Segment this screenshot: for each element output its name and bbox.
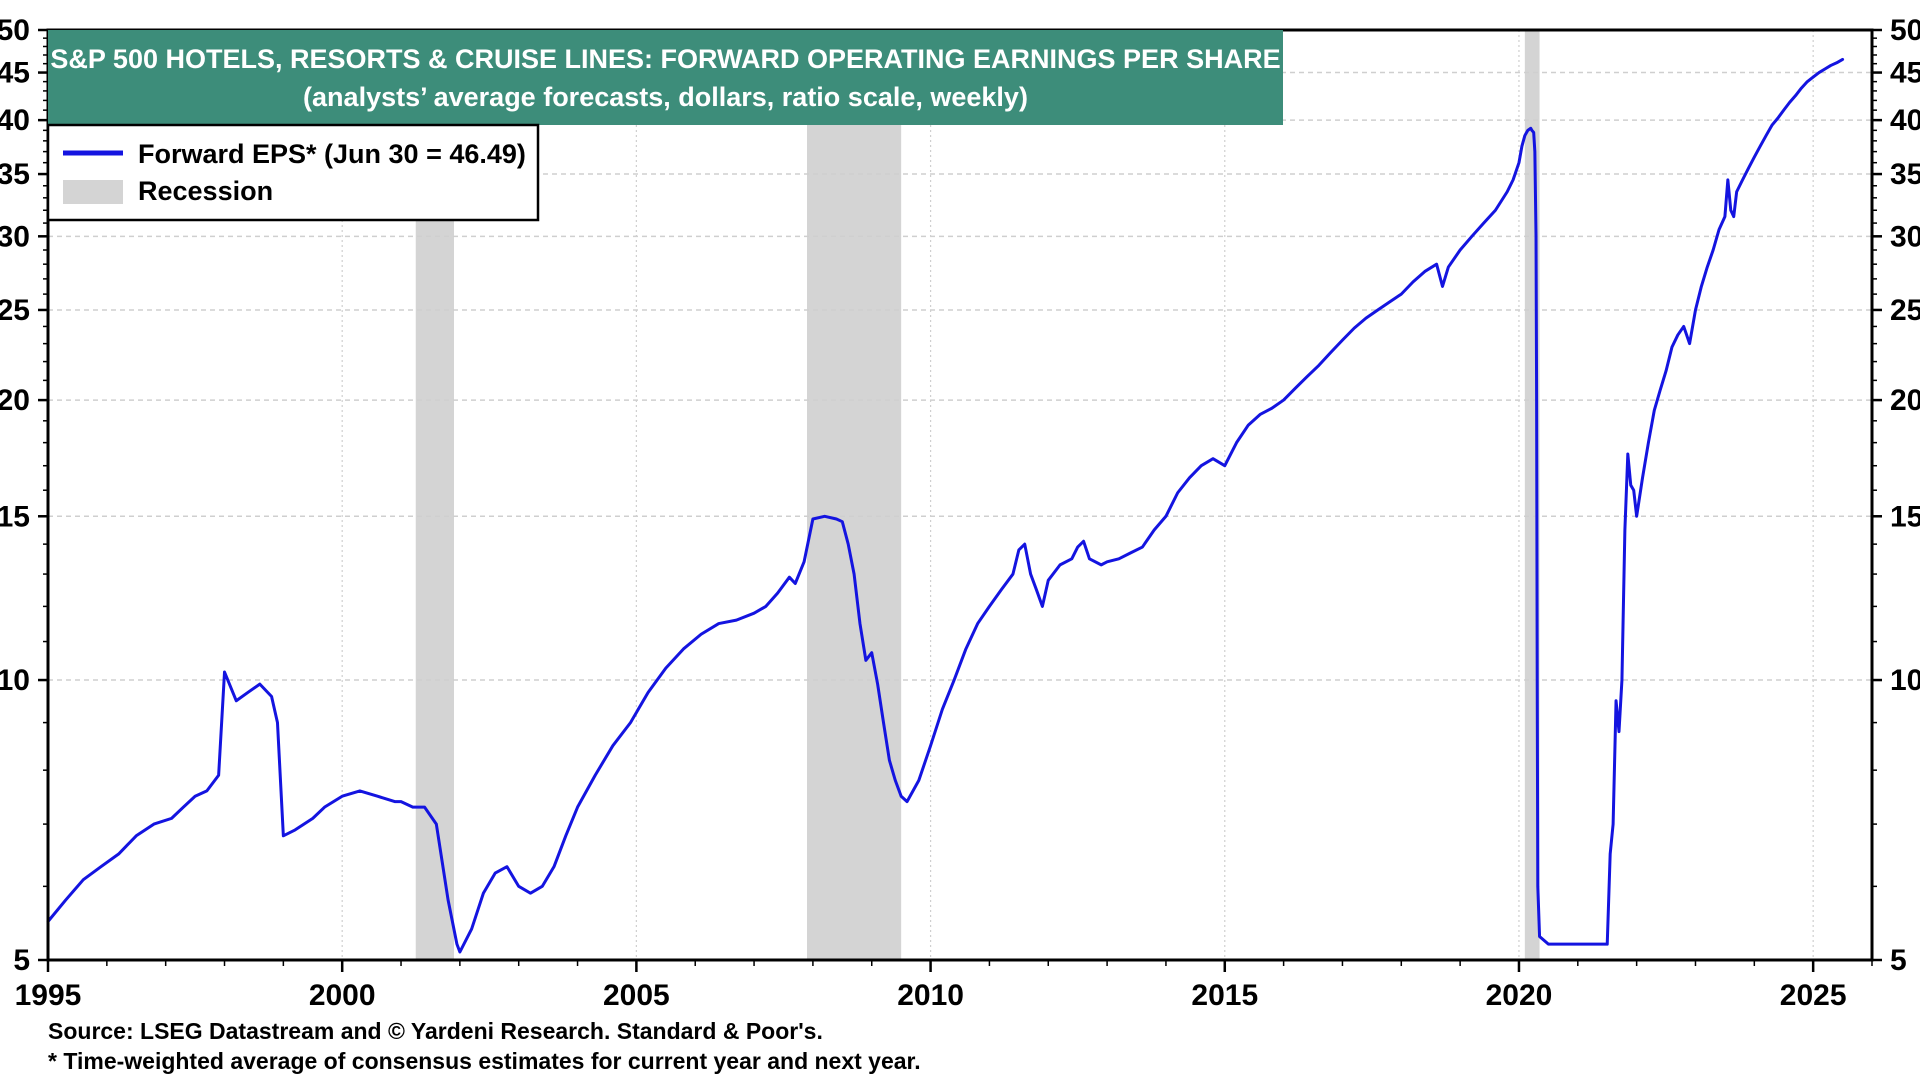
x-axis-label-2005: 2005: [603, 979, 670, 1012]
y-axis-label-left-10: 10: [0, 664, 30, 697]
footnote-text: * Time-weighted average of consensus est…: [48, 1048, 921, 1075]
y-axis-label-left-50: 50: [0, 14, 30, 47]
y-axis-label-left-45: 45: [0, 57, 30, 90]
legend-recession-label: Recession: [138, 176, 273, 206]
y-axis-label-left-15: 15: [0, 500, 30, 533]
chart-container: 5 5 10 10 15 15 20 20 25 25 30 30 35 35 40 40 45 45 50 50 19…: [0, 0, 1920, 1080]
y-axis-label-left-40: 40: [0, 104, 30, 137]
y-axis-label-right-5: 5: [1890, 944, 1907, 977]
x-axis-label-2000: 2000: [309, 979, 376, 1012]
y-axis-label-left-20: 20: [0, 384, 30, 417]
chart-title-line2: (analysts’ average forecasts, dollars, r…: [303, 82, 1028, 112]
x-axis-label-2020: 2020: [1486, 979, 1553, 1012]
x-axis-label-2025: 2025: [1780, 979, 1847, 1012]
y-axis-label-right-30: 30: [1890, 220, 1920, 253]
y-axis-label-right-20: 20: [1890, 384, 1920, 417]
y-axis-label-right-10: 10: [1890, 664, 1920, 697]
y-axis-label-left-5: 5: [13, 944, 30, 977]
legend-series-label: Forward EPS* (Jun 30 = 46.49): [138, 139, 526, 169]
x-axis-label-1995: 1995: [15, 979, 82, 1012]
y-axis-label-right-15: 15: [1890, 500, 1920, 533]
chart-title-line1: S&P 500 HOTELS, RESORTS & CRUISE LINES: …: [50, 44, 1280, 74]
recession-band-1: [807, 30, 901, 960]
y-axis-label-left-30: 30: [0, 220, 30, 253]
x-axis-label-2010: 2010: [897, 979, 964, 1012]
y-axis-label-left-35: 35: [0, 158, 30, 191]
source-text: Source: LSEG Datastream and © Yardeni Re…: [48, 1018, 823, 1045]
y-axis-label-right-45: 45: [1890, 57, 1920, 90]
y-axis-label-right-25: 25: [1890, 294, 1920, 327]
x-axis-label-2015: 2015: [1191, 979, 1258, 1012]
y-axis-label-right-35: 35: [1890, 158, 1920, 191]
chart-svg: 5 510 1015 1520 2025 2530 3035 3540 4045 4550 5019…: [0, 0, 1920, 1080]
y-axis-label-left-25: 25: [0, 294, 30, 327]
y-axis-label-right-50: 50: [1890, 14, 1920, 47]
legend-recession-swatch: [63, 180, 123, 204]
y-axis-label-right-40: 40: [1890, 104, 1920, 137]
